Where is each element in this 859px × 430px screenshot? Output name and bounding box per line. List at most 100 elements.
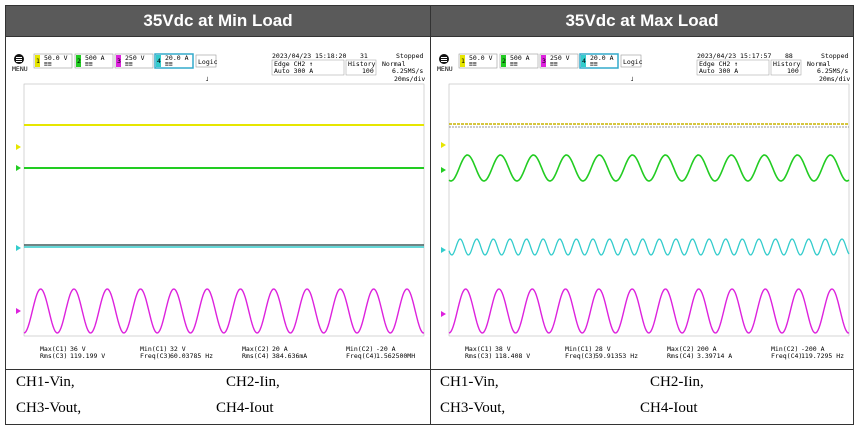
- logic-label: Logic: [198, 58, 218, 66]
- channel-color-chip-1: [460, 55, 465, 67]
- history-label: History: [773, 60, 800, 68]
- caption-ch2: CH2-Iin,: [650, 374, 704, 390]
- measurement-value: 384.636mA: [272, 352, 307, 360]
- caption-divider: [6, 369, 853, 370]
- channel-2-marker: [16, 165, 21, 171]
- measurement-label: Min(C1): [565, 345, 592, 353]
- measurement-value: -20 A: [376, 345, 396, 353]
- channel-color-chip-3: [116, 55, 121, 67]
- sample-rate: 6.25MS/s: [392, 67, 423, 75]
- trace-ch3-vout: [448, 288, 849, 334]
- measurement-value: 3.39714 A: [697, 352, 732, 360]
- channel-box-2: [74, 53, 114, 69]
- logic-box: [195, 54, 217, 68]
- column-divider: [430, 6, 431, 424]
- measurement-value: 118.408 V: [495, 352, 530, 360]
- channel-4-marker: [441, 247, 446, 253]
- measurement-label: Min(C2): [346, 345, 373, 353]
- trace-ch3-vout: [23, 288, 424, 334]
- channel-3-marker: [441, 311, 446, 317]
- measurement-value: 28 V: [595, 345, 611, 353]
- channel-4-marker: [16, 245, 21, 251]
- channel-color-chip-4: [156, 55, 161, 67]
- measurement-value: 20 A: [272, 345, 288, 353]
- measurement-value: 60.03785 Hz: [170, 352, 213, 360]
- caption-ch4: CH4-Iout: [640, 400, 698, 416]
- measurement-value: 38 V: [495, 345, 511, 353]
- measurement-value: 119.7295 Hz: [801, 352, 844, 360]
- channel-coupling-icon-2: ≡≡: [85, 60, 93, 68]
- caption-ch1: CH1-Vin,: [440, 374, 499, 390]
- channel-box-3: [114, 53, 154, 69]
- channel-number-4: 4: [157, 57, 161, 65]
- measurement-label: Max(C1): [40, 345, 67, 353]
- waveform-grid: [23, 83, 425, 337]
- channel-1-marker: [16, 144, 21, 150]
- history-box: [770, 59, 802, 76]
- channel-scale-3: 250 V: [125, 54, 145, 62]
- trace-ch2-iin: [448, 154, 850, 182]
- panel-title-max-load: 35Vdc at Max Load: [431, 6, 853, 36]
- caption-ch1: CH1-Vin,: [16, 374, 75, 390]
- menu-icon-line: [16, 61, 22, 62]
- scope-panel-max-load: MENU 1 50.0 V ≡≡ 2 500 A ≡≡ 3 250 V ≡≡ 4 20.0 A ≡≡ Lo…: [431, 37, 853, 369]
- trigger-level: Auto 300 A: [699, 67, 738, 75]
- channel-color-chip-4: [581, 55, 586, 67]
- measurement-label: Rms(C3): [465, 352, 492, 360]
- menu-icon-line: [16, 59, 22, 60]
- channel-scale-1: 50.0 V: [469, 54, 493, 62]
- history-label: History: [348, 60, 375, 68]
- channel-color-chip-2: [76, 55, 81, 67]
- channel-scale-1: 50.0 V: [44, 54, 68, 62]
- measurement-label: Freq(C3): [565, 352, 596, 360]
- trigger-level: Auto 300 A: [274, 67, 313, 75]
- timebase: 20ms/div: [394, 75, 425, 83]
- comparison-table: 35Vdc at Min Load 35Vdc at Max Load MENU…: [5, 5, 854, 425]
- channel-box-2: [499, 53, 539, 69]
- capture-datetime: 2023/04/23 15:17:57: [697, 52, 771, 60]
- header-divider: [6, 36, 853, 37]
- trigger-position-marker: ˩: [630, 75, 634, 83]
- channel-scale-4: 20.0 A: [590, 54, 614, 62]
- channel-number-4: 4: [582, 57, 586, 65]
- channel-2-marker: [441, 167, 446, 173]
- measurement-label: Min(C1): [140, 345, 167, 353]
- trigger-source: Edge CH2 ↑: [274, 60, 313, 68]
- measurement-label: Max(C1): [465, 345, 492, 353]
- acquire-mode: Normal: [382, 60, 406, 68]
- channel-color-chip-2: [501, 55, 506, 67]
- channel-3-marker: [16, 308, 21, 314]
- sample-rate: 6.25MS/s: [817, 67, 848, 75]
- channel-scale-2: 500 A: [510, 54, 530, 62]
- channel-coupling-icon-2: ≡≡: [510, 60, 518, 68]
- acquisition-count: 31: [360, 52, 368, 60]
- channel-coupling-icon-3: ≡≡: [550, 60, 558, 68]
- history-value: 100: [787, 67, 799, 75]
- channel-box-4: [579, 53, 619, 69]
- measurement-label: Rms(C4): [242, 352, 269, 360]
- measurement-label: Max(C2): [667, 345, 694, 353]
- scope-panel-min-load: MENU 1 50.0 V ≡≡ 2 500 A ≡≡ 3 250 V ≡≡ 4 20.0 A ≡≡ Lo…: [6, 37, 430, 369]
- measurement-label: Min(C2): [771, 345, 798, 353]
- channel-scale-2: 500 A: [85, 54, 105, 62]
- measurement-value: 36 V: [70, 345, 86, 353]
- menu-icon-line: [441, 59, 447, 60]
- channel-box-1: [33, 53, 73, 69]
- logic-box: [620, 54, 642, 68]
- caption-ch4: CH4-Iout: [216, 400, 274, 416]
- caption-ch3: CH3-Vout,: [440, 400, 506, 416]
- trigger-position-marker: ˩: [205, 75, 209, 83]
- channel-coupling-icon-1: ≡≡: [44, 60, 52, 68]
- trigger-box: [696, 59, 770, 76]
- measurement-value: 32 V: [170, 345, 186, 353]
- measurement-value: 59.91353 Hz: [595, 352, 638, 360]
- history-box: [345, 59, 377, 76]
- channel-scale-3: 250 V: [550, 54, 570, 62]
- trace-ch4-iout: [448, 238, 850, 256]
- measurement-label: Rms(C4): [667, 352, 694, 360]
- waveform-grid: [448, 83, 850, 337]
- menu-label: MENU: [437, 65, 453, 73]
- channel-number-1: 1: [36, 57, 40, 65]
